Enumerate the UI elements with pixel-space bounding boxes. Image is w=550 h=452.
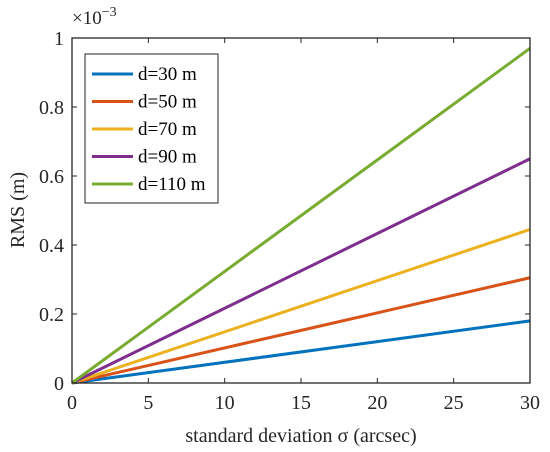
y-tick-label: 0.8 [39, 97, 64, 119]
y-tick-label: 1 [54, 28, 64, 50]
y-axis-label: RMS (m) [7, 172, 29, 248]
multiplier-exponent: −3 [102, 5, 117, 20]
x-tick-label: 0 [67, 392, 77, 414]
x-tick-label: 5 [143, 392, 153, 414]
x-axis-label: standard deviation σ (arcsec) [185, 425, 416, 447]
series-layer [71, 47, 531, 385]
legend-label-1: d=30 m [138, 64, 197, 85]
x-tick-label: 10 [215, 392, 235, 414]
legend: d=30 m d=50 m d=70 m d=90 m d=110 m [84, 53, 219, 204]
y-tick-label: 0 [54, 373, 64, 395]
y-axis-ticks: 0 0.2 0.4 0.6 0.8 1 [39, 28, 530, 395]
series-line-5 [71, 47, 531, 385]
y-tick-label: 0.6 [39, 166, 64, 188]
x-tick-label: 25 [444, 392, 464, 414]
x-tick-label: 30 [520, 392, 540, 414]
series-line-4 [71, 157, 531, 385]
legend-label-3: d=70 m [138, 119, 197, 140]
legend-label-4: d=90 m [138, 147, 197, 168]
legend-label-5: d=110 m [138, 174, 206, 195]
x-tick-label: 15 [291, 392, 311, 414]
legend-label-2: d=50 m [138, 92, 197, 113]
series-line-2 [71, 276, 531, 385]
x-axis-ticks: 0 5 10 15 20 25 30 [67, 38, 540, 414]
multiplier-base: ×10 [72, 8, 102, 29]
series-line-1 [71, 319, 531, 385]
y-axis-multiplier: ×10−3 [72, 5, 117, 29]
y-tick-label: 0.4 [39, 235, 64, 257]
x-tick-label: 20 [367, 392, 387, 414]
y-tick-label: 0.2 [39, 304, 64, 326]
series-line-3 [71, 228, 531, 385]
